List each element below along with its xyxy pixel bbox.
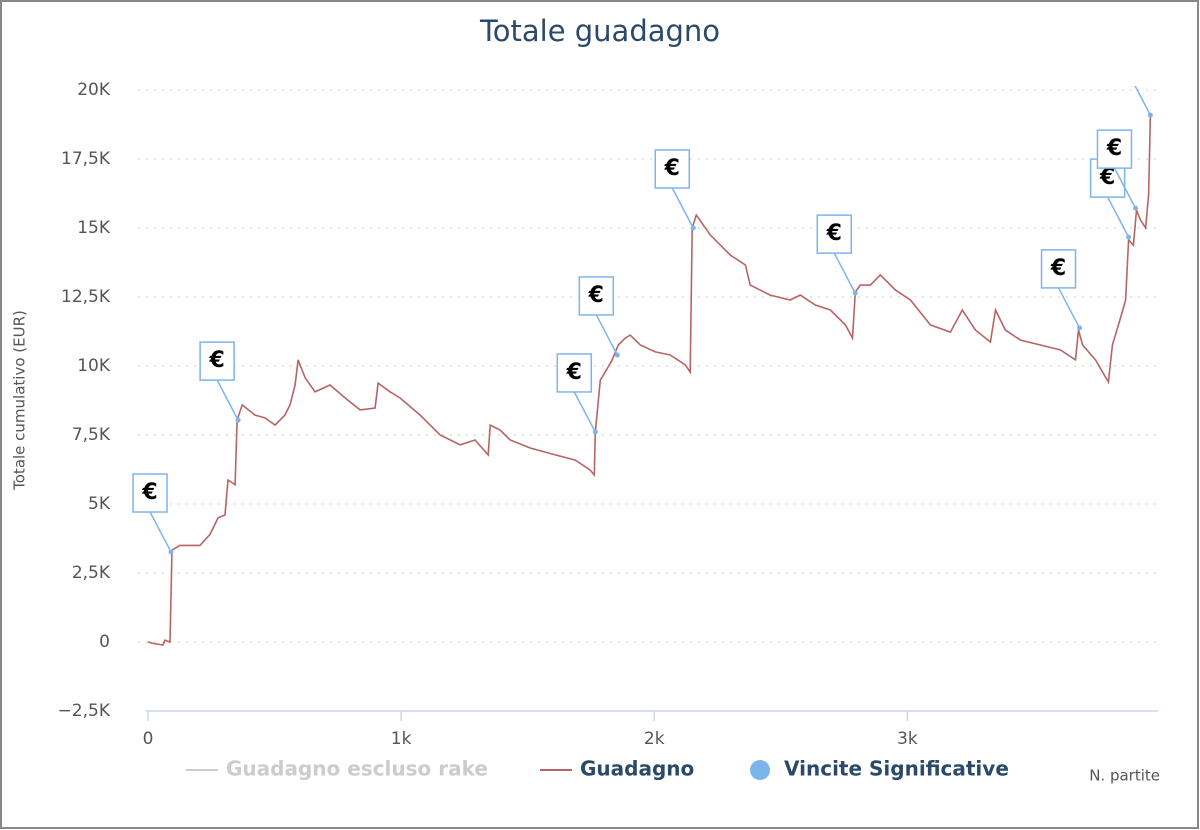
win-marker [852,290,858,296]
y-tick-label: 0 [99,632,110,652]
flag-connector [1106,196,1130,238]
flag-label: € [826,221,842,246]
flag-connector [595,314,618,356]
x-tick-label: 1k [391,729,412,749]
win-marker [614,352,620,358]
flag-connector [671,187,694,229]
legend-label: Guadagno [580,757,694,781]
flag-connector [1057,287,1081,329]
win-marker [1126,234,1132,240]
flag-connector [1113,167,1137,209]
flag-box [654,149,690,189]
y-tick-label: −2,5K [58,701,111,721]
plot-area: €€€€€€€€€€ [132,86,1153,646]
y-tick-label: 12,5K [61,287,111,307]
flag-box [578,276,615,316]
flag-box [132,473,168,513]
flag-connector [833,252,856,294]
x-tick-label: 0 [143,729,154,749]
y-tick-label: 17,5K [61,149,111,169]
flag-label: € [566,360,582,385]
flag-connector [1134,86,1152,116]
y-tick-label: 15K [77,218,111,238]
flag-box [1040,249,1077,289]
x-tick-label: 2k [644,729,665,749]
flag-label: € [1099,165,1115,190]
flag-label: € [588,283,604,308]
win-marker [168,549,174,555]
flag-connector [573,391,596,433]
win-marker [1147,112,1153,118]
y-tick-label: 5K [88,494,111,514]
flag-label: € [1106,136,1122,161]
win-marker [1132,205,1138,211]
x-tick-label: 3k [897,729,918,749]
flag-box [199,341,235,381]
legend-label: Guadagno escluso rake [226,757,488,781]
chart-title: Totale guadagno [479,14,720,48]
flag-box [1096,129,1133,169]
win-marker [592,429,598,435]
x-axis-title: N. partite [1089,767,1160,785]
flag-box [556,353,593,393]
flag-label: € [1050,256,1066,281]
flag-connector [216,379,239,421]
flag-label: € [141,480,157,505]
flag-label: € [208,348,224,373]
y-tick-label: 20K [77,80,111,100]
legend-marker [750,760,770,780]
y-axis-title: Totale cumulativo (EUR) [11,310,29,491]
y-tick-label: 2,5K [72,563,111,583]
flag-connector [149,511,172,553]
flag-label: € [664,156,680,181]
y-tick-label: 7,5K [72,425,111,445]
y-tick-label: 10K [77,356,111,376]
flag-box [816,214,853,254]
win-marker [235,417,241,423]
line-series [147,115,1152,646]
win-marker [690,225,696,231]
win-marker [1077,325,1083,331]
legend-label: Vincite Significative [784,757,1009,781]
